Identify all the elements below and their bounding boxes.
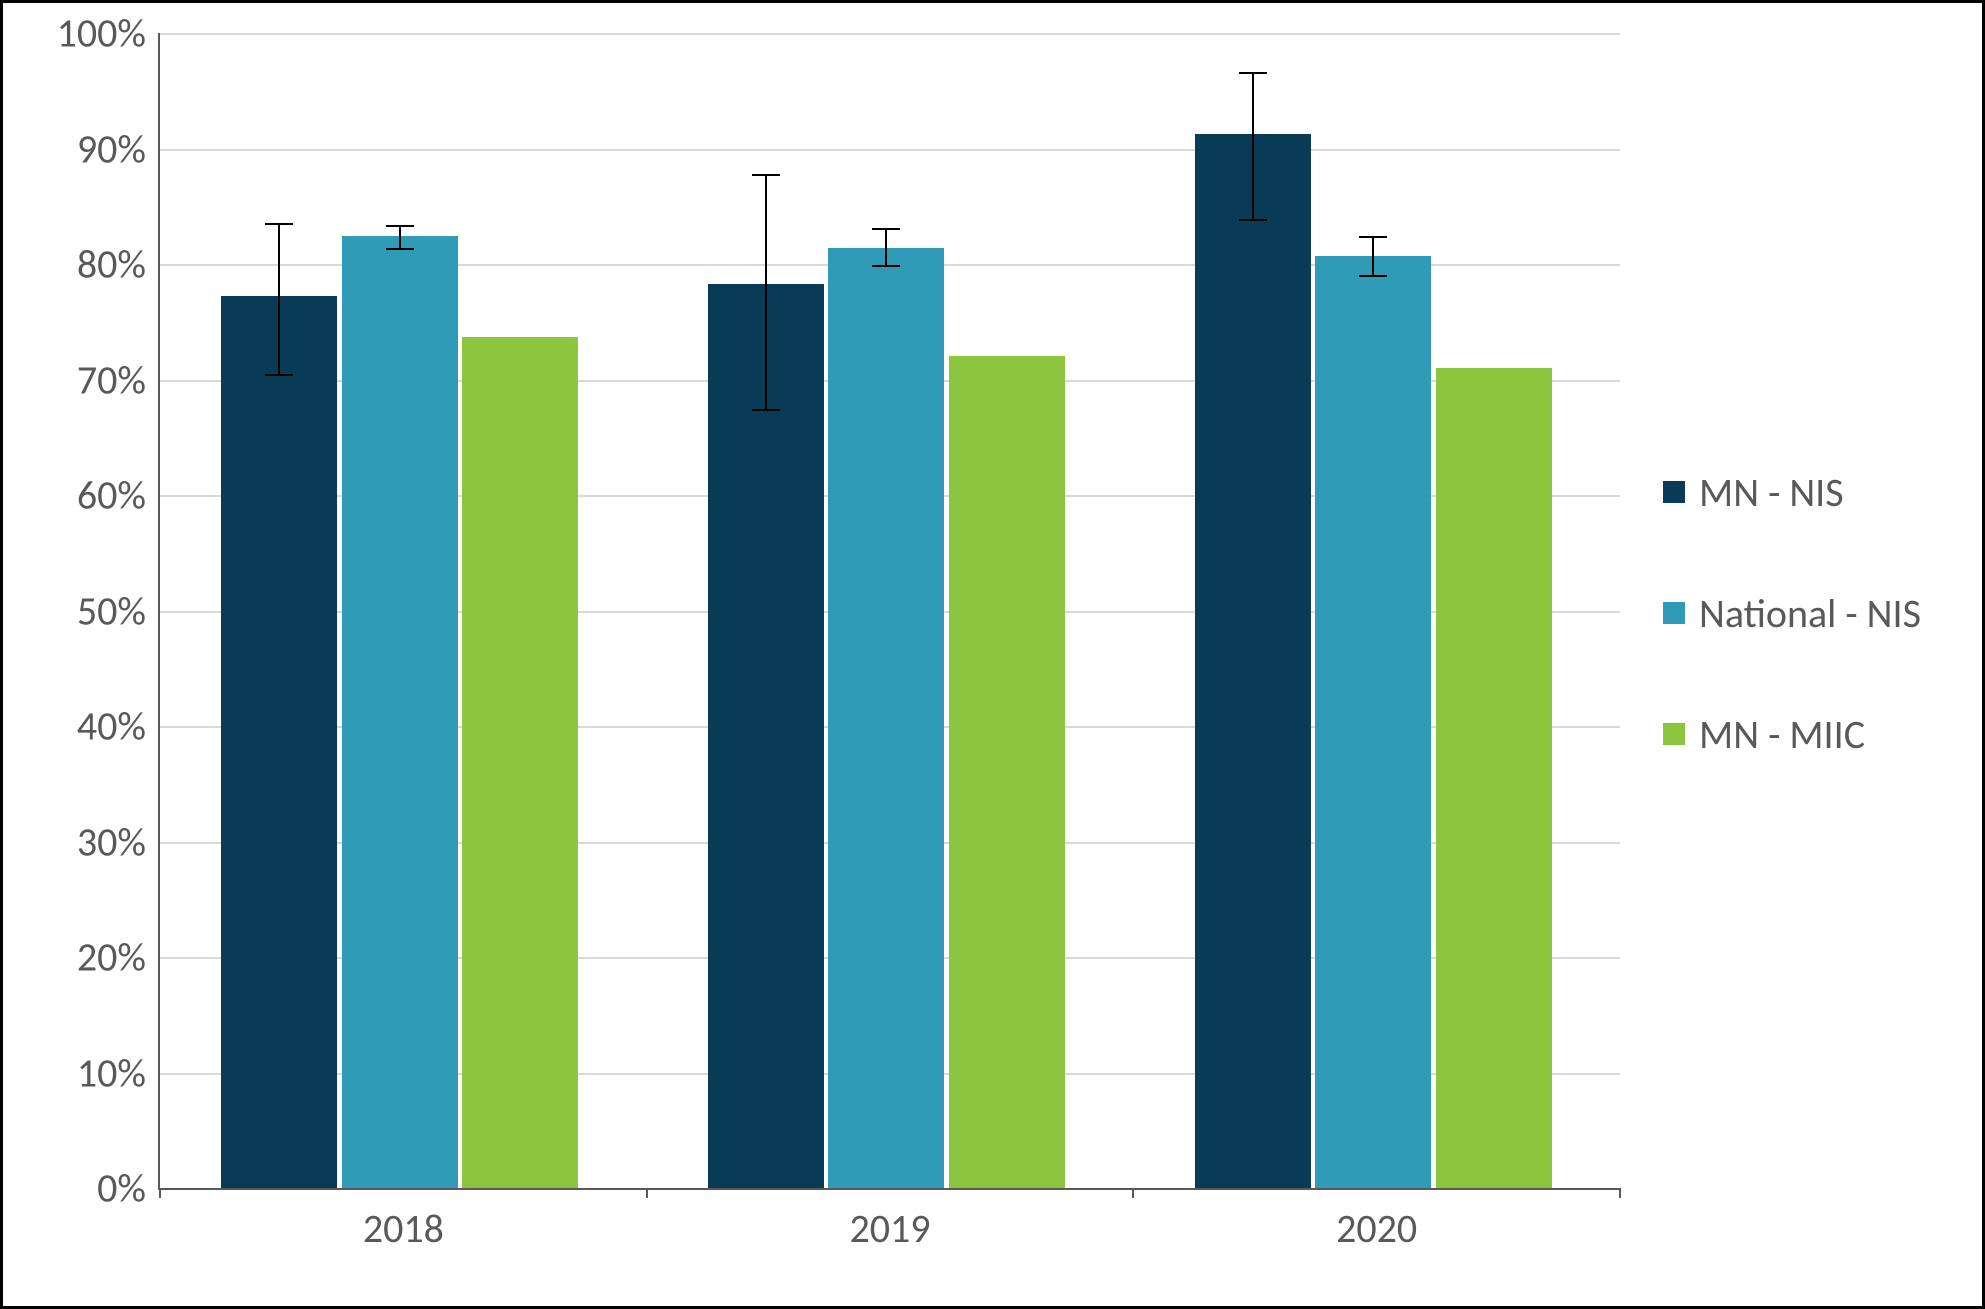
error-bar-cap	[872, 265, 900, 267]
x-tick-mark	[646, 1188, 648, 1198]
legend-swatch	[1663, 602, 1685, 624]
y-tick-label: 20%	[77, 933, 160, 982]
bar	[462, 337, 578, 1188]
legend-swatch	[1663, 481, 1685, 503]
y-tick-label: 10%	[77, 1048, 160, 1097]
bar	[828, 248, 944, 1188]
chart-frame: 0% 10% 20% 30% 40% 50% 60% 70% 80% 90% 100% 2018 201…	[0, 0, 1985, 1309]
x-tick-mark	[159, 1188, 161, 1198]
bar	[949, 356, 1065, 1188]
gridline	[160, 149, 1620, 151]
error-bar-cap	[1359, 236, 1387, 238]
error-bar-cap	[752, 174, 780, 176]
y-tick-label: 80%	[77, 240, 160, 289]
y-tick-label: 30%	[77, 817, 160, 866]
error-bar-cap	[386, 248, 414, 250]
x-tick-label: 2018	[363, 1188, 444, 1253]
error-bar	[765, 175, 767, 409]
bar	[342, 236, 458, 1188]
bar	[1315, 256, 1431, 1188]
error-bar-cap	[1359, 275, 1387, 277]
error-bar	[885, 229, 887, 266]
gridline	[160, 33, 1620, 35]
legend: MN - NIS National - NIS MN - MIIC	[1663, 433, 1963, 793]
legend-label: National - NIS	[1699, 589, 1921, 638]
bar	[708, 284, 824, 1188]
y-tick-label: 0%	[97, 1164, 160, 1213]
y-tick-label: 70%	[77, 355, 160, 404]
error-bar-cap	[872, 228, 900, 230]
x-tick-label: 2019	[849, 1188, 930, 1253]
error-bar-cap	[1239, 219, 1267, 221]
bar	[1195, 134, 1311, 1189]
x-tick-mark	[1619, 1188, 1621, 1198]
bar	[1436, 368, 1552, 1188]
bar	[221, 296, 337, 1188]
error-bar-cap	[1239, 72, 1267, 74]
y-tick-label: 60%	[77, 471, 160, 520]
y-tick-label: 90%	[77, 124, 160, 173]
legend-swatch	[1663, 723, 1685, 745]
plot-area: 0%10%20%30%40%50%60%70%80%90%100%2018201…	[158, 33, 1620, 1190]
y-tick-label: 50%	[77, 586, 160, 635]
error-bar	[399, 226, 401, 249]
error-bar-cap	[752, 409, 780, 411]
error-bar-cap	[265, 374, 293, 376]
error-bar	[1252, 73, 1254, 220]
legend-item: MN - MIIC	[1663, 710, 1963, 759]
error-bar-cap	[386, 225, 414, 227]
error-bar-cap	[265, 223, 293, 225]
legend-label: MN - MIIC	[1699, 710, 1865, 759]
legend-item: MN - NIS	[1663, 468, 1963, 517]
x-tick-mark	[1132, 1188, 1134, 1198]
legend-item: National - NIS	[1663, 589, 1963, 638]
y-tick-label: 40%	[77, 702, 160, 751]
x-tick-label: 2020	[1336, 1188, 1417, 1253]
legend-label: MN - NIS	[1699, 468, 1844, 517]
error-bar	[278, 224, 280, 375]
y-tick-label: 100%	[57, 9, 160, 58]
error-bar	[1372, 237, 1374, 275]
